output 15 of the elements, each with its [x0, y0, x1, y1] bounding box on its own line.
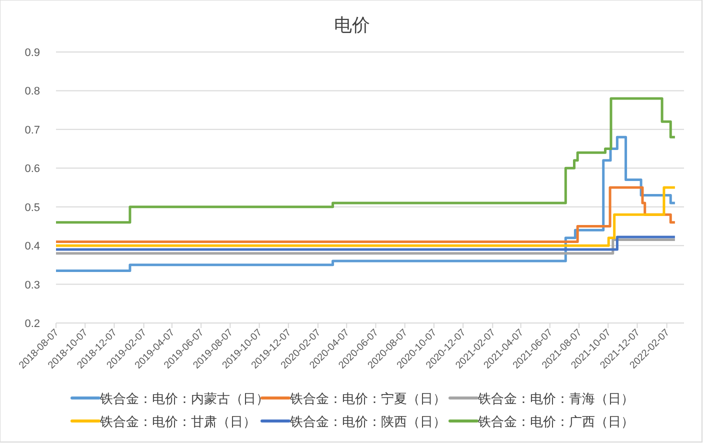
y-tick-label: 0.5: [24, 202, 40, 214]
y-tick-label: 0.9: [24, 47, 40, 59]
y-tick-label: 0.6: [24, 163, 40, 176]
chart-title: 电价: [334, 15, 370, 35]
y-tick-label: 0.4: [24, 240, 40, 253]
y-tick-label: 0.7: [24, 124, 40, 136]
legend-label: 铁合金：电价：广西（日）: [477, 414, 634, 429]
y-tick-label: 0.2: [24, 318, 40, 330]
legend-label: 铁合金：电价：甘肃（日）: [99, 414, 256, 429]
legend-label: 铁合金：电价：宁夏（日）: [289, 391, 446, 406]
legend-label: 铁合金：电价：青海（日）: [477, 391, 634, 406]
legend-label: 铁合金：电价：陕西（日）: [289, 414, 446, 429]
y-tick-label: 0.8: [24, 86, 40, 98]
y-tick-label: 0.3: [24, 279, 40, 292]
legend-label: 铁合金：电价：内蒙古（日）: [99, 391, 269, 406]
